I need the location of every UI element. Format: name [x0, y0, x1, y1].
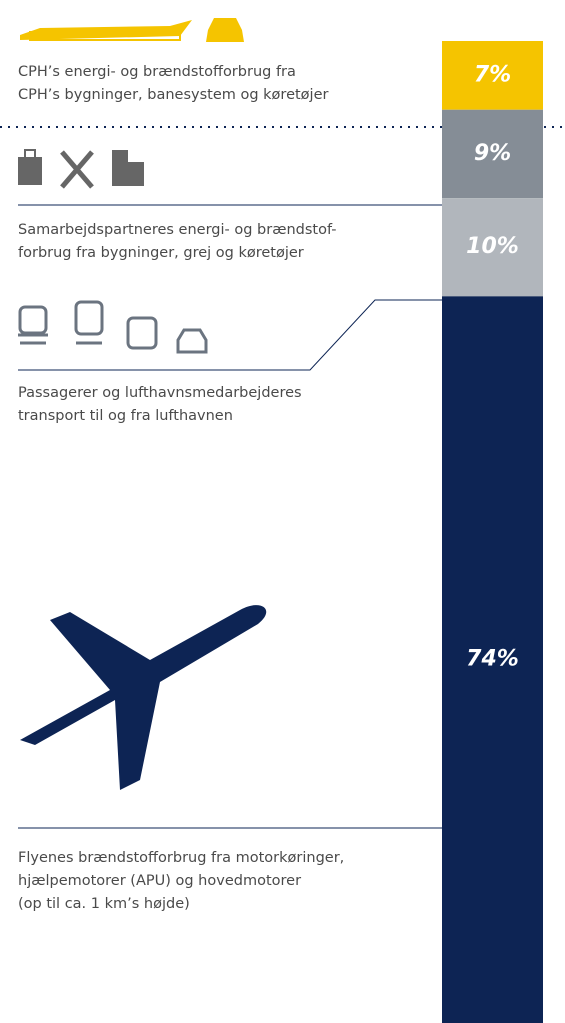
airplane-icon: [20, 605, 267, 790]
airport-icon: [20, 20, 192, 41]
description: Samarbejdspartneres energi- og brændstof…: [18, 222, 337, 238]
description: hjælpemotorer (APU) og hovedmotorer: [18, 873, 301, 889]
description: CPH’s bygninger, banesystem og køretøjer: [18, 87, 329, 103]
description: CPH’s energi- og brændstofforbrug fra: [18, 64, 296, 80]
bar-segment: [442, 41, 543, 110]
bar-segment: [442, 296, 543, 1023]
transport-icons: [18, 300, 208, 354]
description: Flyenes brændstofforbrug fra motorkøring…: [18, 850, 344, 866]
description: Passagerer og lufthavnsmedarbejderes: [18, 385, 302, 401]
connector: [18, 299, 442, 371]
bar-segment: [442, 109, 543, 199]
value-label: 9%: [474, 141, 511, 166]
value-label: 7%: [474, 62, 511, 87]
description: (op til ca. 1 km’s højde): [18, 896, 190, 912]
value-label: 74%: [466, 647, 519, 672]
description: transport til og fra lufthavnen: [18, 408, 233, 424]
description: forbrug fra bygninger, grej og køretøjer: [18, 245, 304, 261]
partner-icons: [18, 149, 144, 189]
bar-segment: [442, 198, 543, 297]
car-icon: [206, 18, 244, 42]
value-label: 10%: [466, 234, 519, 259]
